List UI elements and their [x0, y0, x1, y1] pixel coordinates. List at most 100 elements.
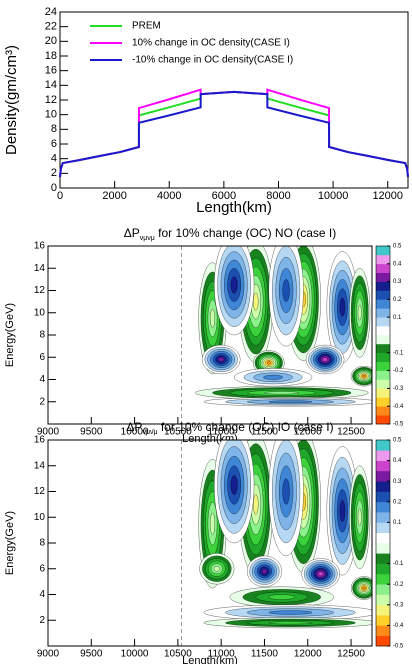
contour-level [210, 308, 215, 328]
y-tick-label: 24 [45, 6, 57, 18]
colorbar-segment [376, 584, 390, 595]
y-tick-label: 6 [39, 563, 45, 574]
x-tick-label: 12500 [337, 649, 365, 660]
contour-level [261, 568, 268, 574]
x-tick-label: 4000 [157, 190, 181, 202]
colorbar-segment [376, 281, 390, 291]
legend-label: 10% change in OC density(CASE I) [132, 38, 290, 49]
title-subscript: ν̄μν̄μ [142, 429, 157, 436]
x-tick-label: 12000 [294, 427, 322, 438]
colorbar-segment [376, 594, 390, 606]
title-main: ΔP [124, 226, 140, 240]
x-tick-label: 10500 [164, 427, 192, 438]
x-tick-label: 11000 [208, 649, 236, 660]
y-tick-label: 10 [45, 109, 57, 121]
colorbar-segment [376, 352, 390, 362]
contour-level [282, 279, 290, 302]
y-tick-label: 2 [39, 615, 45, 626]
colorbar-label: 0.2 [393, 499, 402, 505]
colorbar-segment [376, 512, 390, 523]
y-tick-label: 16 [34, 241, 46, 252]
contour-level [362, 586, 366, 590]
x-tick-label: 10000 [121, 649, 149, 660]
colorbar-label: -0.3 [393, 386, 404, 392]
colorbar-segment [376, 299, 390, 309]
colorbar-segment [376, 543, 390, 554]
x-tick-label: 11000 [208, 427, 236, 438]
x-tick-label: 11500 [251, 649, 279, 660]
y-tick-label: 6 [39, 352, 45, 363]
colorbar-segment [376, 370, 390, 380]
colorbar-segment [376, 361, 390, 371]
y-tick-label: 20 [45, 35, 57, 47]
contour-level [264, 391, 300, 395]
colorbar-label: -0.2 [393, 582, 404, 588]
y-tick-label: 16 [45, 65, 57, 77]
colorbar-label: -0.4 [393, 623, 404, 629]
colorbar-segment [376, 460, 390, 472]
colorbar-label: 0.5 [393, 438, 402, 444]
colorbar-segment [376, 415, 390, 425]
y-tick-label: 6 [51, 138, 57, 150]
colorbar-segment [376, 335, 390, 345]
y-tick-label: 10 [34, 307, 46, 318]
y-tick-label: 2 [39, 396, 45, 407]
y-axis-label: Energy(GeV) [4, 303, 16, 367]
data-line [59, 90, 409, 178]
contour-level [218, 357, 225, 362]
colorbar-segment [376, 481, 390, 492]
contour-level [362, 374, 366, 378]
colorbar-label: 0.3 [393, 479, 402, 485]
colorbar-segment [376, 635, 390, 647]
y-tick-label: 18 [45, 50, 57, 62]
y-tick-label: 14 [34, 460, 46, 471]
x-tick-label: 12000 [294, 649, 322, 660]
x-axis-label: Length(km) [182, 655, 238, 664]
y-tick-label: 14 [34, 263, 46, 274]
x-tick-label: 12000 [372, 190, 403, 202]
contour-level [210, 512, 215, 535]
y-tick-label: 16 [34, 435, 46, 446]
x-tick-label: 2000 [102, 190, 126, 202]
contour-level [357, 508, 362, 526]
colorbar-frame [375, 245, 391, 425]
y-tick-label: 2 [51, 167, 57, 179]
y-tick-label: 4 [39, 589, 45, 600]
y-tick-label: 4 [39, 374, 45, 385]
contour-level [253, 494, 259, 515]
colorbar-segment [376, 615, 390, 626]
x-tick-label: 11500 [251, 427, 279, 438]
legend-label: -10% change in OC density(CASE I) [132, 55, 293, 66]
title-suffix: for 10% change (OC) IO (case I) [158, 420, 334, 434]
colorbar-segment [376, 522, 390, 533]
colorbar-segment [376, 272, 390, 282]
contour-area [195, 246, 372, 407]
contour-level [230, 276, 238, 294]
colorbar-label: -0.1 [393, 561, 404, 567]
y-tick-label: 8 [39, 330, 45, 341]
contour-level [357, 305, 362, 321]
colorbar-frame [375, 439, 391, 647]
colorbar-label: 0.2 [393, 297, 402, 303]
colorbar-segment [376, 326, 390, 336]
x-tick-label: 10000 [121, 427, 149, 438]
colorbar-segment [376, 246, 390, 256]
colorbar-segment [376, 406, 390, 416]
legend-label: PREM [132, 21, 161, 32]
data-line [59, 88, 409, 178]
contour-level [253, 292, 259, 311]
y-tick-label: 0 [51, 182, 57, 194]
contour-level [339, 297, 346, 317]
colorbar-segment [376, 379, 390, 389]
contour-level [339, 499, 346, 522]
colorbar-segment [376, 263, 390, 273]
colorbar-segment [376, 553, 390, 564]
colorbar-label: -0.5 [393, 422, 404, 428]
contour-level [318, 571, 324, 576]
colorbar-label: 0.4 [393, 261, 402, 267]
y-tick-label: 22 [45, 21, 57, 33]
colorbar-segment [376, 290, 390, 300]
y-tick-label: 12 [34, 285, 46, 296]
contour-level [268, 621, 313, 625]
